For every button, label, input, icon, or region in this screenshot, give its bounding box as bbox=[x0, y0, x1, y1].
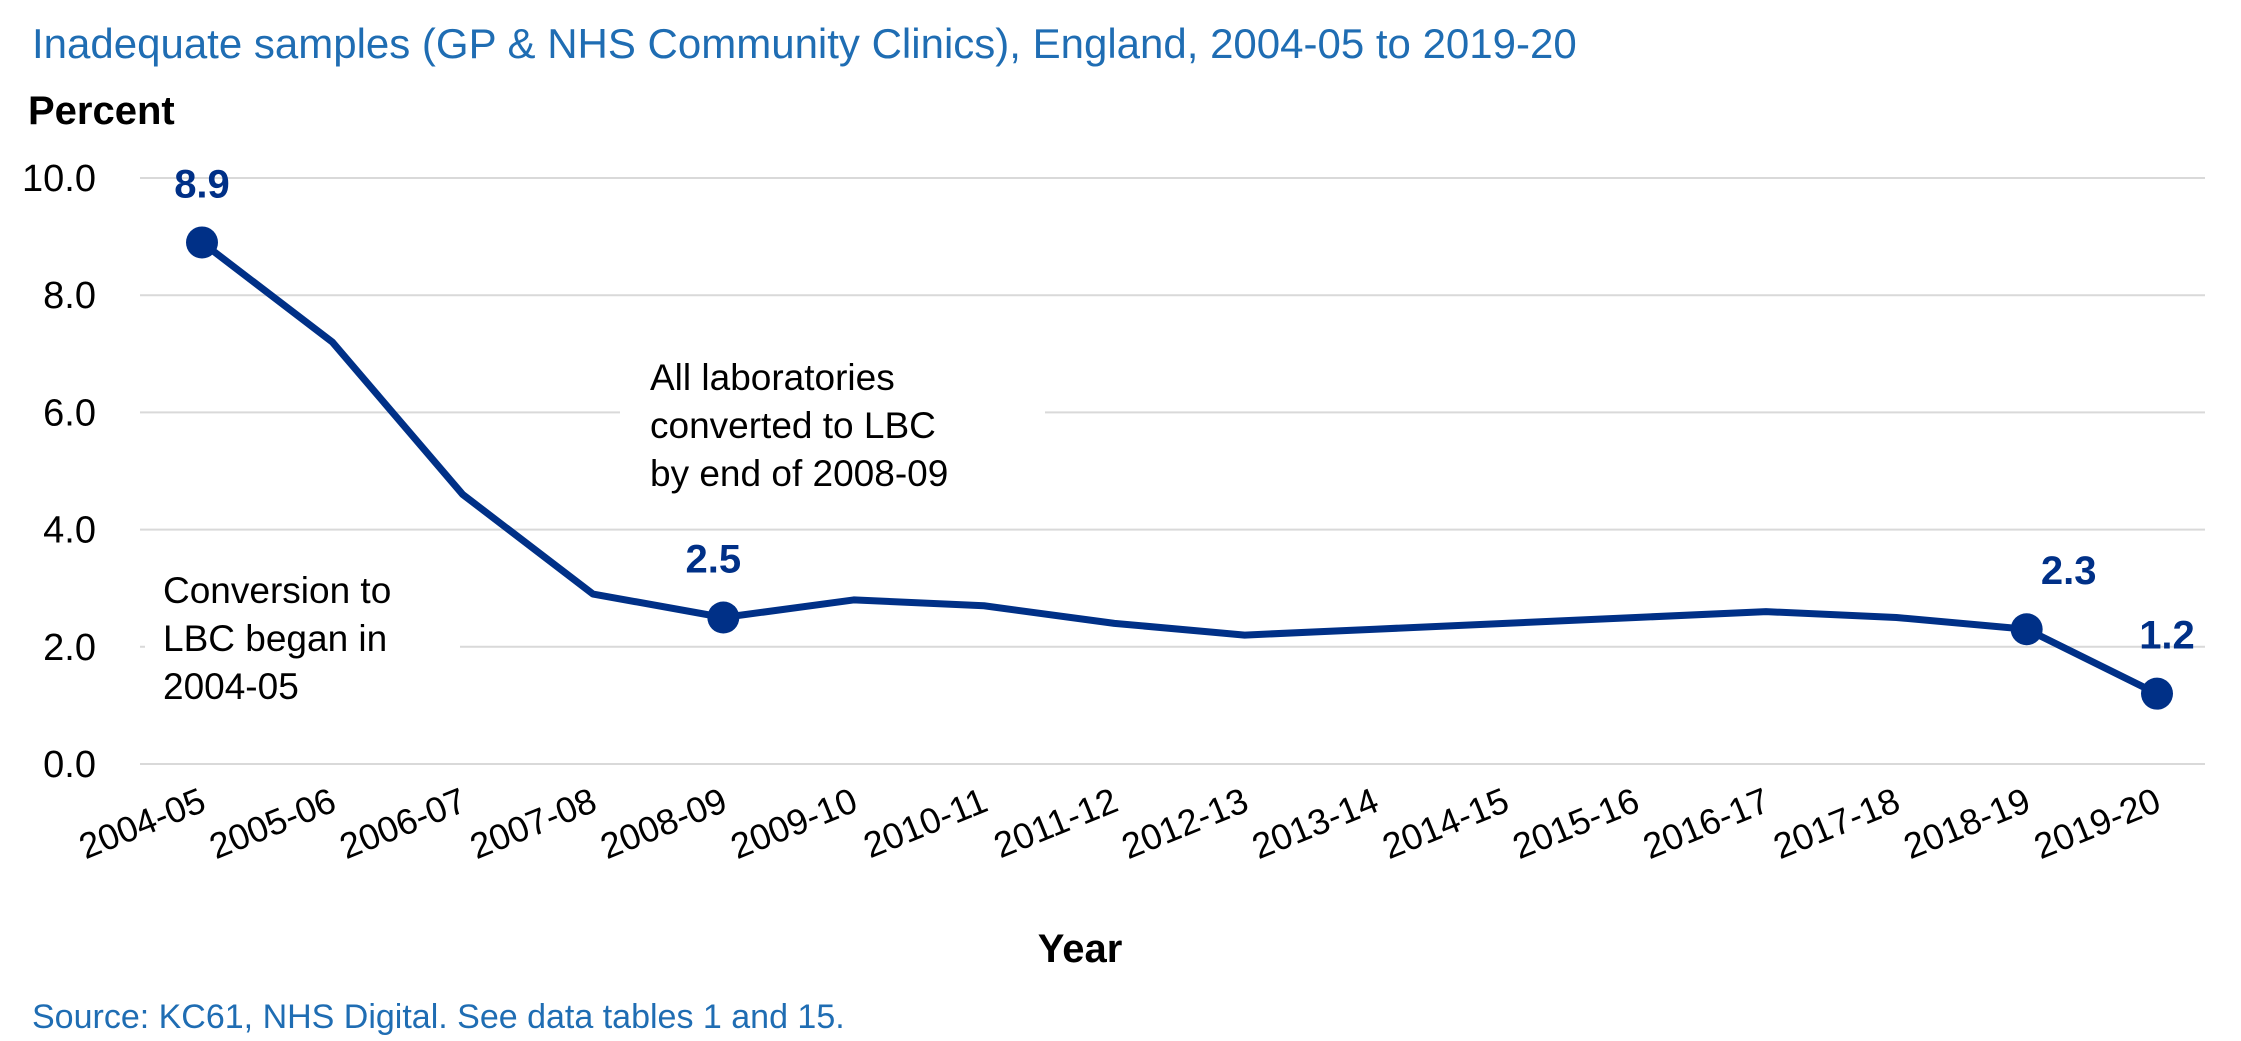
series-group bbox=[198, 238, 2161, 698]
data-point-marker bbox=[2010, 613, 2043, 646]
y-tick-label: 8.0 bbox=[43, 275, 96, 317]
x-tick-label: 2006-07 bbox=[334, 779, 472, 867]
x-tick-label: 2008-09 bbox=[594, 779, 732, 867]
x-tick-label: 2019-20 bbox=[2028, 779, 2166, 867]
x-tick-label: 2010-11 bbox=[858, 779, 993, 866]
series-line bbox=[198, 238, 2161, 698]
x-tick-label: 2005-06 bbox=[203, 779, 341, 867]
x-tick-label: 2014-15 bbox=[1376, 779, 1514, 867]
y-axis-label: Percent bbox=[28, 89, 175, 133]
x-tick-label: 2015-16 bbox=[1507, 779, 1645, 867]
annotation-text: All laboratories bbox=[650, 357, 895, 398]
annotation-text: converted to LBC bbox=[650, 405, 936, 446]
x-tick-label: 2018-19 bbox=[1898, 779, 2036, 867]
y-tick-label: 2.0 bbox=[43, 627, 96, 669]
x-tick-label: 2013-14 bbox=[1246, 779, 1384, 867]
y-axis-ticks: 0.0 2.0 4.0 6.0 8.0 10.0 bbox=[22, 158, 96, 786]
x-tick-label: 2007-08 bbox=[464, 779, 602, 867]
y-tick-label: 10.0 bbox=[22, 158, 96, 200]
data-label: 1.2 bbox=[2139, 614, 2195, 658]
annotation-text: 2004-05 bbox=[163, 666, 299, 707]
x-axis-label: Year bbox=[1038, 927, 1123, 971]
source-note: Source: KC61, NHS Digital. See data tabl… bbox=[32, 998, 845, 1036]
x-tick-label: 2009-10 bbox=[725, 779, 863, 867]
annotation-text: Conversion to bbox=[163, 570, 391, 611]
gridlines bbox=[140, 177, 2205, 765]
x-tick-label: 2011-12 bbox=[988, 779, 1123, 866]
x-tick-label: 2017-18 bbox=[1767, 779, 1905, 867]
x-tick-label: 2004-05 bbox=[73, 779, 211, 867]
annotation-background bbox=[620, 346, 1045, 496]
annotation-text: by end of 2008-09 bbox=[650, 453, 948, 494]
y-tick-label: 0.0 bbox=[43, 744, 96, 786]
x-axis-ticks: 2004-052005-062006-072007-082008-092009-… bbox=[73, 779, 2166, 867]
data-label: 2.3 bbox=[2041, 549, 2097, 593]
chart-title: Inadequate samples (GP & NHS Community C… bbox=[32, 20, 1577, 67]
annotation-background bbox=[145, 560, 460, 710]
data-label: 8.9 bbox=[174, 162, 230, 206]
data-label: 2.5 bbox=[686, 538, 742, 582]
data-markers: 8.9 2.5 2.3 1.2 bbox=[174, 162, 2195, 710]
annotations: All laboratories converted to LBC by end o… bbox=[145, 346, 1045, 710]
data-point-marker bbox=[2141, 677, 2173, 710]
x-tick-label: 2012-13 bbox=[1116, 779, 1254, 867]
data-point-marker bbox=[186, 226, 218, 259]
x-tick-label: 2016-17 bbox=[1637, 779, 1775, 867]
annotation-text: LBC began in bbox=[163, 618, 387, 659]
y-tick-label: 4.0 bbox=[43, 510, 96, 552]
data-point-marker bbox=[707, 601, 740, 634]
y-tick-label: 6.0 bbox=[43, 392, 96, 434]
